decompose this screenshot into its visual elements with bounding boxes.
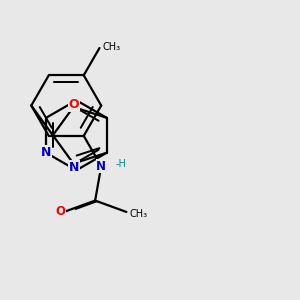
Text: N: N [69, 161, 79, 174]
Text: CH₃: CH₃ [102, 42, 121, 52]
Text: CH₃: CH₃ [129, 209, 147, 219]
Text: N: N [96, 160, 106, 172]
Text: -H: -H [115, 159, 126, 169]
Text: O: O [55, 206, 65, 218]
Text: N: N [41, 146, 51, 159]
Text: O: O [69, 98, 80, 110]
